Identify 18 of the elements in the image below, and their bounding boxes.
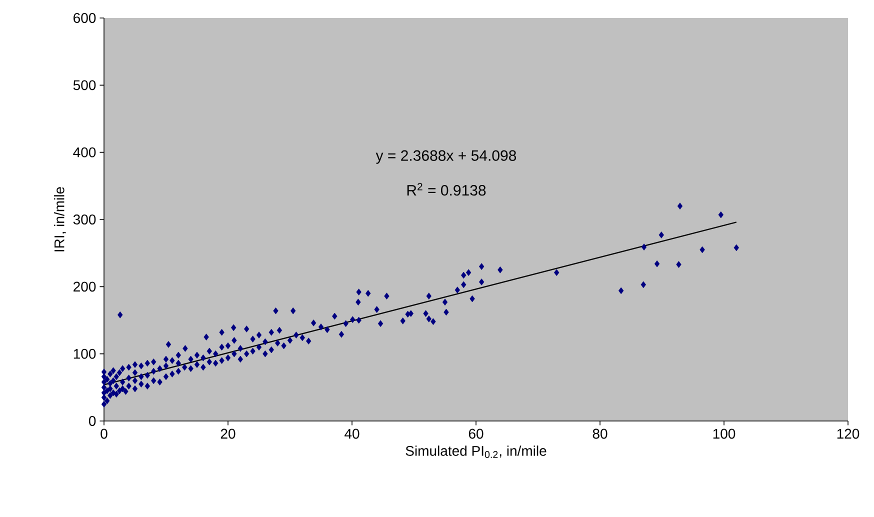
y-tick-label: 100 [74, 348, 96, 359]
x-tick-label: 40 [344, 428, 360, 439]
annotation: R$^{2}$ = 0.9138 [407, 182, 486, 196]
y-tick-label: 600 [74, 13, 96, 23]
x-tick-label: 0 [100, 428, 108, 439]
y-tick-label: 0 [88, 416, 96, 426]
x-tick-label: 120 [837, 428, 860, 439]
x-tick-label: 100 [713, 428, 736, 439]
y-axis-title: IRI, in/mile [54, 187, 66, 252]
annotation: y = 2.3688x + 54.098 [376, 150, 516, 164]
x-axis-title: Simulated PI$_{0.2}$, in/mile [406, 446, 546, 458]
x-tick-label: 80 [592, 428, 608, 439]
x-tick-label: 60 [468, 428, 484, 439]
y-tick-label: 400 [73, 147, 96, 158]
x-tick-label: 20 [220, 428, 236, 439]
y-tick-label: 300 [73, 214, 96, 224]
y-tick-label: 200 [74, 282, 96, 292]
y-tick-label: 500 [73, 80, 96, 90]
